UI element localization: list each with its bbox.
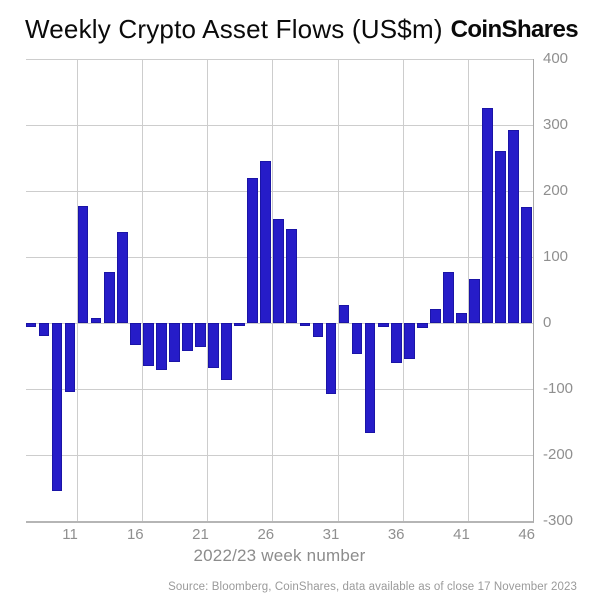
bar-week-12 bbox=[77, 205, 89, 323]
y-tick-label--200: -200 bbox=[543, 446, 574, 463]
x-tick-label-11: 11 bbox=[62, 526, 78, 543]
x-axis-title: 2022/23 week number bbox=[193, 546, 366, 565]
bar-week-20 bbox=[182, 323, 193, 352]
bar-week-10 bbox=[51, 323, 63, 492]
bar-week-22 bbox=[208, 323, 219, 368]
x-tick-label-46: 46 bbox=[518, 526, 536, 543]
gridline-y--100 bbox=[26, 389, 533, 390]
bar-week-23 bbox=[221, 323, 232, 380]
bar-week-32 bbox=[338, 304, 350, 323]
bar-week-37 bbox=[403, 323, 415, 360]
bar-week-15 bbox=[116, 231, 128, 323]
source-note: Source: Bloomberg, CoinShares, data avai… bbox=[168, 581, 577, 593]
bar-week-28 bbox=[286, 228, 298, 323]
bar-week-33 bbox=[351, 323, 363, 354]
x-tick-label-36: 36 bbox=[387, 526, 405, 543]
bar-week-45 bbox=[508, 129, 520, 323]
bar-week-17 bbox=[142, 323, 154, 366]
x-tick-label-31: 31 bbox=[322, 526, 340, 543]
bar-week-9 bbox=[38, 323, 50, 336]
bar-week-18 bbox=[156, 323, 167, 370]
bar-week-27 bbox=[273, 219, 285, 323]
coinshares-logo: CoinShares bbox=[450, 16, 579, 43]
bar-week-46 bbox=[521, 206, 533, 323]
bar-week-30 bbox=[312, 323, 324, 337]
bar-week-16 bbox=[129, 323, 141, 345]
bar-week-42 bbox=[469, 279, 480, 323]
bar-week-41 bbox=[456, 313, 467, 323]
gridline-x-41 bbox=[468, 59, 469, 521]
bar-week-26 bbox=[260, 160, 272, 323]
bar-week-29 bbox=[299, 323, 311, 326]
y-tick-label-0: 0 bbox=[543, 314, 552, 331]
bar-week-14 bbox=[103, 271, 115, 323]
bar-week-35 bbox=[377, 323, 389, 327]
y-tick-label-100: 100 bbox=[543, 248, 569, 265]
bar-week-34 bbox=[364, 323, 376, 433]
bar-week-39 bbox=[430, 309, 441, 323]
gridline-x-21 bbox=[207, 59, 208, 521]
bar-week-43 bbox=[482, 107, 493, 323]
gridline-y-300 bbox=[26, 125, 533, 126]
bar-week-24 bbox=[234, 323, 246, 327]
bar-week-8 bbox=[25, 323, 37, 327]
y-tick-label-400: 400 bbox=[543, 50, 569, 67]
gridline-y-400 bbox=[26, 59, 533, 60]
bar-week-31 bbox=[325, 323, 337, 394]
bar-week-25 bbox=[247, 177, 259, 323]
y-tick-label--300: -300 bbox=[543, 512, 574, 529]
gridline-y--200 bbox=[26, 455, 533, 456]
x-tick-label-41: 41 bbox=[453, 526, 470, 543]
bar-week-44 bbox=[495, 150, 506, 323]
bar-week-11 bbox=[64, 323, 76, 392]
y-tick-label--100: -100 bbox=[543, 380, 574, 397]
gridline-y-200 bbox=[26, 191, 533, 192]
chart-title: Weekly Crypto Asset Flows (US$m) bbox=[25, 14, 443, 44]
x-tick-label-21: 21 bbox=[192, 526, 209, 543]
gridline-y-0 bbox=[26, 323, 533, 324]
gridline-x-16 bbox=[141, 59, 143, 521]
x-tick-label-26: 26 bbox=[257, 526, 275, 543]
bar-week-19 bbox=[169, 323, 180, 362]
gridline-x-31 bbox=[337, 59, 339, 521]
bar-week-38 bbox=[416, 323, 428, 329]
plot-area bbox=[25, 59, 534, 523]
bar-week-36 bbox=[390, 323, 402, 364]
y-tick-label-200: 200 bbox=[543, 182, 569, 199]
x-tick-label-16: 16 bbox=[126, 526, 144, 543]
gridline-x-26 bbox=[272, 59, 274, 521]
gridline-x-36 bbox=[402, 59, 404, 521]
gridline-x-11 bbox=[76, 59, 78, 521]
bar-week-13 bbox=[90, 318, 102, 323]
y-tick-label-300: 300 bbox=[543, 116, 569, 133]
bar-week-40 bbox=[443, 271, 454, 323]
bar-week-21 bbox=[195, 323, 206, 347]
